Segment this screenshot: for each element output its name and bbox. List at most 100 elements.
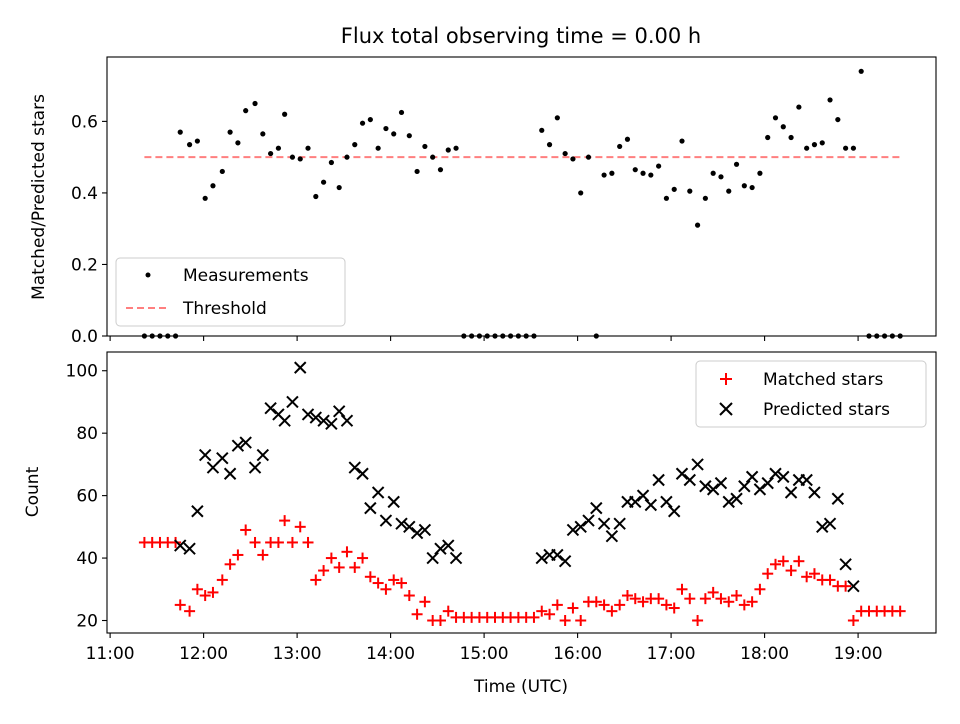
top-legend: Measurements Threshold [115, 257, 346, 327]
measurement-point [507, 333, 514, 339]
predicted-star-point [784, 486, 798, 499]
matched-star-point [272, 536, 284, 548]
measurement-point [578, 190, 584, 196]
measurement-point [227, 129, 233, 135]
predicted-star-point [535, 551, 548, 565]
matched-star-point [257, 549, 269, 561]
measurement-point [687, 188, 693, 194]
predicted-star-point [325, 417, 338, 431]
matched-star-point [341, 546, 353, 558]
bottom-y-tick-label: 80 [76, 424, 98, 444]
top-plot-area: 0.0 0.2 0.4 0.6 [71, 56, 937, 347]
measurement-point [336, 184, 342, 191]
measurement-point [219, 168, 225, 175]
predicted-star-point [309, 411, 323, 424]
matched-star-point [847, 615, 859, 627]
legend-label-measurements: Measurements [183, 266, 309, 286]
matched-star-point [653, 593, 665, 605]
predicted-star-point [582, 514, 595, 527]
matched-star-point [567, 602, 579, 614]
matched-star-point [318, 565, 330, 577]
matched-star-point [840, 580, 852, 592]
matched-star-point [746, 596, 758, 608]
measurement-point [850, 145, 857, 151]
predicted-star-point [371, 486, 385, 499]
matched-star-point [174, 599, 186, 611]
predicted-star-point [248, 461, 262, 474]
measurement-point [313, 193, 319, 200]
measurement-point [260, 131, 266, 137]
measurement-point [663, 195, 670, 201]
matched-star-point [808, 568, 820, 580]
predicted-star-point [668, 505, 681, 518]
matched-star-point [364, 571, 376, 583]
measurement-point [624, 136, 631, 142]
measurement-point [515, 333, 521, 339]
matched-star-point [372, 577, 384, 589]
measurement-point [453, 145, 459, 151]
measurement-point [554, 115, 560, 121]
x-tick-label: 12:00 [179, 644, 228, 664]
measurement-point [609, 170, 615, 176]
measurement-point [445, 147, 451, 153]
measurement-point [632, 167, 638, 173]
bottom-axes-frame [106, 351, 937, 634]
measurement-point [546, 142, 553, 148]
matched-star-point [575, 615, 587, 627]
predicted-star-point [174, 539, 187, 552]
measurement-point [202, 195, 208, 201]
measurement-point [252, 100, 258, 107]
measurement-point [843, 145, 849, 151]
measurement-point [881, 333, 888, 339]
measurement-point [282, 111, 288, 117]
predicted-star-point [636, 489, 650, 502]
measurement-point [827, 97, 833, 103]
measurement-point [539, 127, 545, 133]
bottom-y-tick-label: 60 [76, 487, 98, 507]
predicted-star-point [566, 523, 580, 537]
predicted-star-point [675, 467, 689, 480]
matched-star-point [403, 590, 415, 602]
matched-star-point [824, 574, 836, 586]
predicted-star-point [294, 361, 307, 374]
matched-star-point [894, 605, 906, 617]
measurement-point [640, 170, 646, 176]
measurement-point [866, 333, 872, 339]
measurement-point [523, 333, 529, 339]
matched-star-point [723, 596, 735, 608]
measurement-point [562, 150, 568, 157]
matched-star-point [294, 521, 306, 533]
predicted-star-point [699, 480, 712, 493]
predicted-star-point [574, 520, 587, 534]
predicted-star-point [348, 461, 361, 474]
x-tick-label: 17:00 [647, 644, 696, 664]
chart-title: Flux total observing time = 0.00 h [341, 24, 701, 48]
predicted-star-point [652, 473, 665, 487]
measurement-point [414, 168, 420, 175]
predicted-star-point [738, 480, 751, 493]
measurement-point [741, 183, 747, 189]
x-tick-label: 18:00 [740, 644, 789, 664]
matched-star-point [793, 555, 805, 567]
matched-star-point [388, 574, 400, 586]
measurement-point [772, 115, 779, 121]
predicted-star-point [418, 523, 432, 537]
matched-star-point [544, 608, 556, 620]
bottom-legend: Matched stars Predicted stars [695, 360, 927, 428]
matched-star-point [536, 605, 548, 617]
matched-star-point [754, 583, 766, 595]
matched-star-point [184, 605, 196, 617]
predicted-star-point [800, 473, 813, 487]
measurement-point [177, 129, 183, 135]
measurement-point [585, 154, 592, 160]
predicted-star-point [660, 495, 673, 509]
measurement-point [593, 333, 599, 339]
measurement-point [858, 68, 864, 74]
predicted-star-point [761, 476, 774, 490]
measurement-point [804, 145, 810, 151]
predicted-star-point [769, 467, 782, 480]
matched-star-point [621, 590, 633, 602]
matched-star-point [216, 574, 228, 586]
measurement-point [492, 333, 498, 339]
predicted-star-point [239, 436, 252, 449]
